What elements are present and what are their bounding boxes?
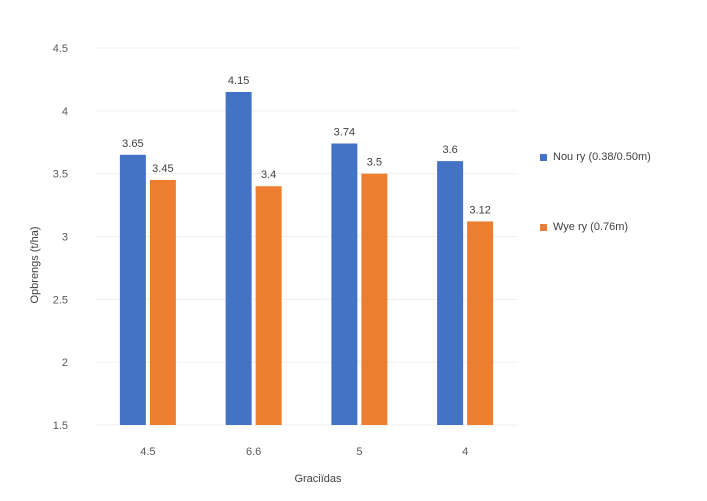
x-tick-label: 4 [462,446,468,458]
y-axis-ticks: 1.5 2 2.5 3 3.5 4 4.5 [53,43,68,432]
data-label: 3.45 [152,163,173,175]
y-tick-label: 2 [62,357,68,369]
x-tick-label: 5 [356,446,362,458]
data-label: 3.6 [442,144,457,156]
data-label: 3.74 [334,127,355,139]
x-axis-ticks: 4.5 6.6 5 4 [140,446,468,458]
bar [149,179,176,425]
y-axis-title: Opbrengs (t/ha) [29,226,41,303]
legend-label-series-2: Wye ry (0.76m) [553,221,629,233]
y-tick-label: 1.5 [53,420,68,432]
legend-label-series-1: Nou ry (0.38/0.50m) [553,151,651,163]
bar [331,143,358,426]
bar [467,221,494,425]
data-label: 3.12 [469,204,490,216]
legend: Nou ry (0.38/0.50m) Wye ry (0.76m) [540,148,651,288]
bar [361,173,388,425]
data-label: 3.5 [367,157,382,169]
y-tick-label: 3.5 [53,169,68,181]
bar [119,154,146,426]
y-tick-label: 3 [62,232,68,244]
legend-item-series-1: Nou ry (0.38/0.50m) [540,148,651,166]
y-tick-label: 4 [62,106,68,118]
data-label: 3.65 [122,138,143,150]
legend-swatch-series-1 [540,153,547,161]
x-tick-label: 6.6 [246,446,261,458]
legend-item-series-2: Wye ry (0.76m) [540,218,651,236]
x-tick-label: 4.5 [140,446,155,458]
legend-swatch-series-2 [540,223,547,231]
bar [255,186,282,425]
bar [225,91,252,425]
bar [437,161,464,425]
data-labels: 3.65 3.45 4.15 3.4 3.74 3.5 3.6 3.12 [122,75,491,216]
y-tick-label: 2.5 [53,294,68,306]
y-tick-label: 4.5 [53,43,68,55]
bars [119,91,494,426]
x-axis-title: Graciïdas [294,473,342,485]
data-label: 4.15 [228,75,249,87]
data-label: 3.4 [261,169,276,181]
